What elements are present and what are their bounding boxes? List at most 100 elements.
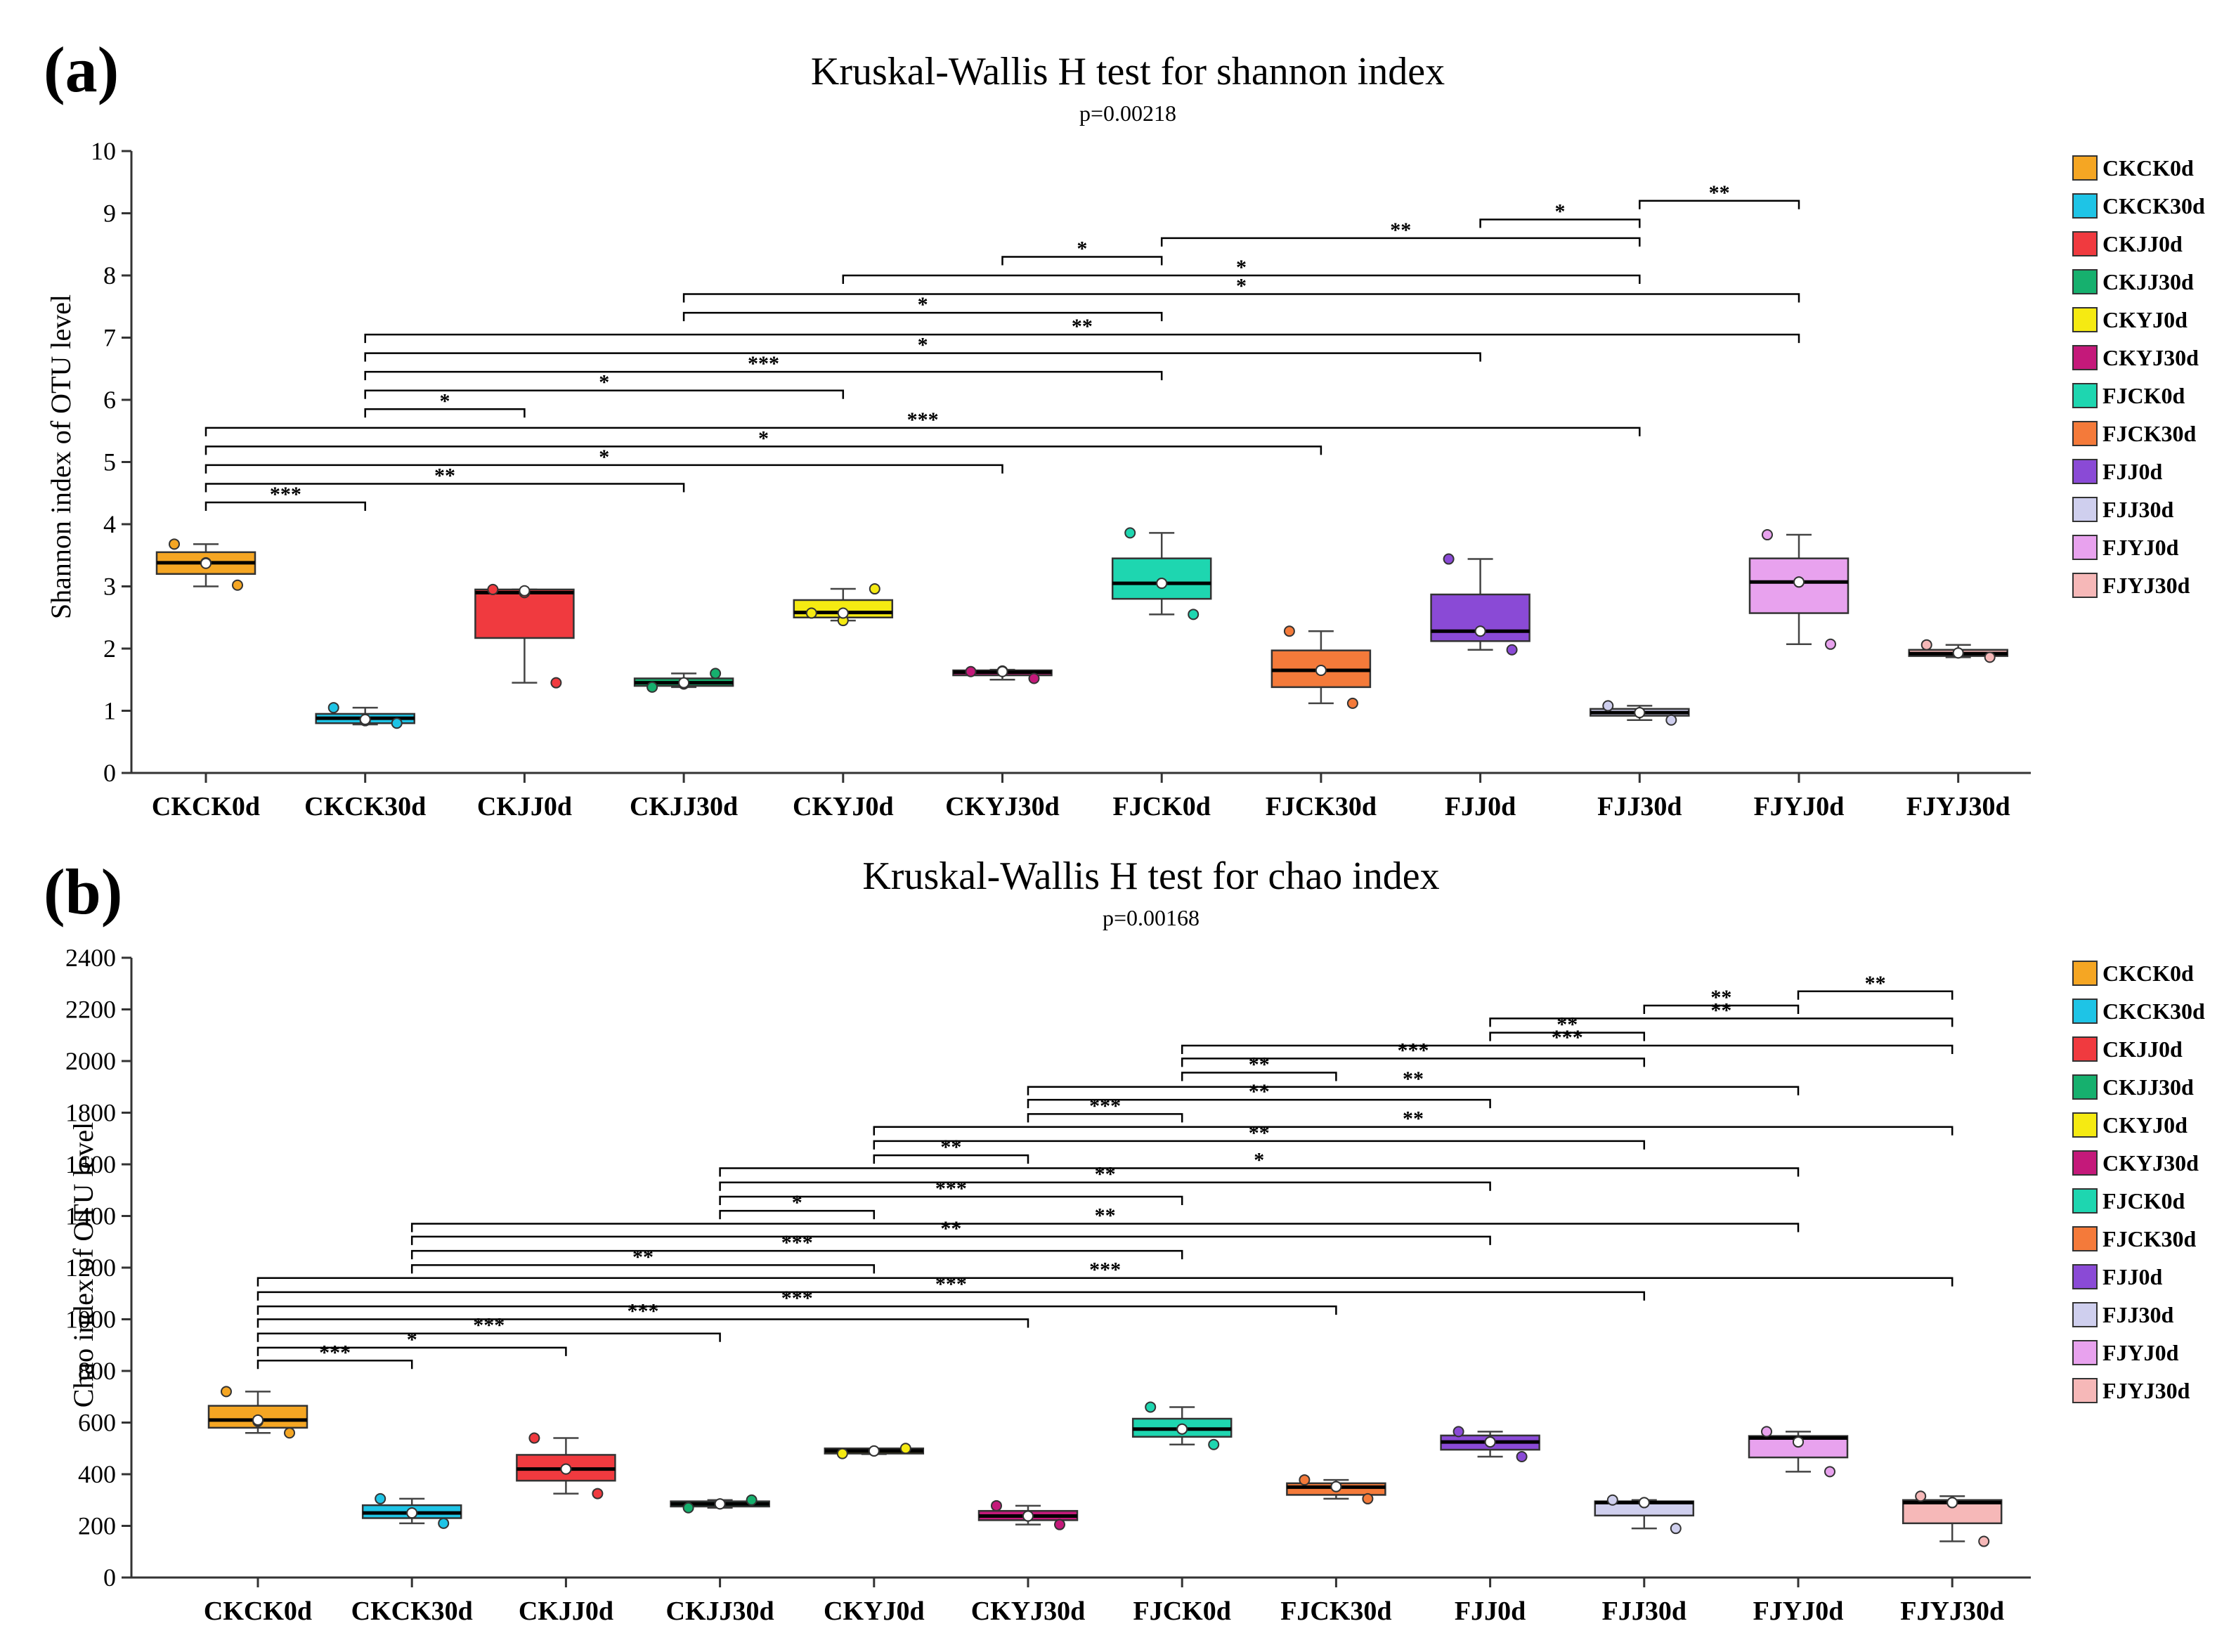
significance-label: ** bbox=[1403, 1107, 1424, 1131]
comparison-bracket: *** bbox=[256, 1314, 721, 1342]
legend-swatch bbox=[2072, 497, 2098, 522]
comparison-bracket: ** bbox=[719, 1163, 1491, 1191]
data-point bbox=[1208, 1438, 1220, 1450]
legend-a: CKCK0d CKCK30d CKJJ0d CKJJ30d CKYJ0d CKYJ30d F… bbox=[2072, 155, 2205, 598]
legend-swatch bbox=[2072, 1036, 2098, 1062]
legend-label: CKYJ30d bbox=[2102, 345, 2199, 370]
x-tick-label: FJYJ30d bbox=[1906, 792, 2010, 821]
significance-label: ** bbox=[940, 1136, 961, 1159]
mean-marker bbox=[359, 713, 371, 725]
data-point bbox=[1825, 638, 1836, 650]
y-tick-label: 1800 bbox=[65, 1099, 116, 1127]
comparison-bracket: * bbox=[682, 293, 1163, 322]
comparison-bracket: * bbox=[719, 1191, 876, 1220]
box-FJCK30d bbox=[1270, 625, 1372, 709]
bracket-line bbox=[1797, 990, 1954, 1000]
legend-label: CKJJ30d bbox=[2102, 1074, 2194, 1100]
significance-label: ** bbox=[1390, 219, 1411, 242]
data-point bbox=[746, 1494, 758, 1506]
legend-label: FJCK30d bbox=[2102, 421, 2197, 446]
bracket-line bbox=[410, 1223, 1800, 1233]
data-point bbox=[646, 681, 658, 693]
mean-marker bbox=[1474, 625, 1486, 637]
legend-item-FJYJ30d: FJYJ30d bbox=[2072, 573, 2190, 598]
significance-label: ** bbox=[1095, 1204, 1116, 1228]
data-point bbox=[284, 1427, 295, 1439]
box-FJYJ30d bbox=[1908, 639, 2008, 663]
legend-swatch bbox=[2072, 269, 2098, 294]
data-point bbox=[592, 1488, 604, 1500]
comparison-bracket: ** bbox=[410, 1204, 1800, 1233]
data-point bbox=[1761, 1426, 1772, 1438]
legend-swatch bbox=[2072, 573, 2098, 598]
data-point bbox=[836, 1448, 848, 1459]
legend-item-CKJJ0d: CKJJ0d bbox=[2072, 1036, 2183, 1062]
y-tick-label: 1 bbox=[103, 697, 116, 725]
bracket-line bbox=[204, 464, 1003, 474]
bracket-line bbox=[256, 1291, 1646, 1301]
significance-label: *** bbox=[781, 1231, 813, 1254]
bracket-line bbox=[364, 408, 526, 418]
box-CKYJ0d bbox=[824, 1443, 925, 1459]
bracket-line bbox=[256, 1346, 567, 1356]
mean-marker bbox=[996, 665, 1008, 677]
legend-label: FJJ0d bbox=[2102, 1264, 2163, 1289]
mean-marker bbox=[1952, 647, 1964, 659]
significance-label: * bbox=[1236, 256, 1247, 279]
comparison-bracket: * bbox=[1001, 237, 1163, 266]
y-tick-label: 800 bbox=[78, 1357, 116, 1385]
box-CKJJ30d bbox=[670, 1494, 770, 1514]
data-point bbox=[1516, 1451, 1528, 1463]
bracket-line bbox=[873, 1140, 1646, 1150]
data-point bbox=[487, 583, 499, 595]
significance-label: *** bbox=[1552, 1026, 1583, 1049]
bracket-line bbox=[873, 1154, 1029, 1164]
comparison-bracket: *** bbox=[410, 1231, 1183, 1260]
legend-swatch bbox=[2072, 155, 2098, 181]
mean-marker bbox=[678, 677, 690, 689]
significance-label: ** bbox=[1072, 315, 1093, 338]
data-point bbox=[221, 1386, 232, 1398]
comparison-bracket: *** bbox=[204, 408, 1641, 436]
legend-item-FJYJ30d: FJYJ30d bbox=[2072, 1378, 2190, 1403]
comparison-bracket: ** bbox=[1160, 219, 1641, 247]
box-FJCK0d bbox=[1111, 527, 1212, 620]
bracket-line bbox=[364, 352, 1481, 362]
data-point bbox=[965, 665, 977, 677]
bracket-line bbox=[719, 1209, 876, 1220]
x-tick-label: FJJ30d bbox=[1602, 1596, 1686, 1626]
y-tick-label: 1600 bbox=[65, 1150, 116, 1178]
bracket-line bbox=[1001, 256, 1163, 266]
bracket-line bbox=[719, 1181, 1491, 1191]
significance-label: * bbox=[407, 1328, 417, 1351]
panel-b-y-axis-label: Chao index of OTU level bbox=[67, 1122, 99, 1408]
legend-label: CKCK30d bbox=[2102, 999, 2205, 1024]
data-point bbox=[1606, 1494, 1618, 1506]
box-CKJJ30d bbox=[633, 668, 734, 693]
legend-label: CKCK0d bbox=[2102, 961, 2194, 986]
data-point bbox=[1145, 1401, 1157, 1413]
legend-swatch bbox=[2072, 961, 2098, 986]
legend-label: CKYJ30d bbox=[2102, 1150, 2199, 1176]
y-tick-label: 0 bbox=[103, 1563, 116, 1592]
bracket-line bbox=[1027, 1098, 1491, 1109]
data-point bbox=[1665, 714, 1677, 726]
bracket-line bbox=[1489, 1017, 1954, 1027]
significance-label: *** bbox=[748, 352, 779, 375]
legend-swatch bbox=[2072, 421, 2098, 446]
comparison-bracket: ** bbox=[1489, 1013, 1646, 1041]
comparison-bracket: *** bbox=[256, 1258, 1954, 1287]
legend-item-FJCK0d: FJCK0d bbox=[2072, 383, 2185, 408]
bracket-line bbox=[364, 333, 1800, 344]
legend-swatch bbox=[2072, 1226, 2098, 1251]
panel-b-p-value: p=0.00168 bbox=[1103, 905, 1200, 930]
y-tick-label: 600 bbox=[78, 1409, 116, 1437]
comparison-bracket: * bbox=[1479, 200, 1641, 228]
significance-label: *** bbox=[935, 1177, 967, 1200]
legend-label: FJJ30d bbox=[2102, 497, 2174, 522]
data-point bbox=[1762, 529, 1773, 541]
x-tick-label: CKJJ30d bbox=[630, 792, 738, 821]
comparison-bracket: ** bbox=[873, 1136, 1029, 1164]
y-tick-label: 8 bbox=[103, 261, 116, 290]
bracket-line bbox=[682, 311, 1163, 322]
